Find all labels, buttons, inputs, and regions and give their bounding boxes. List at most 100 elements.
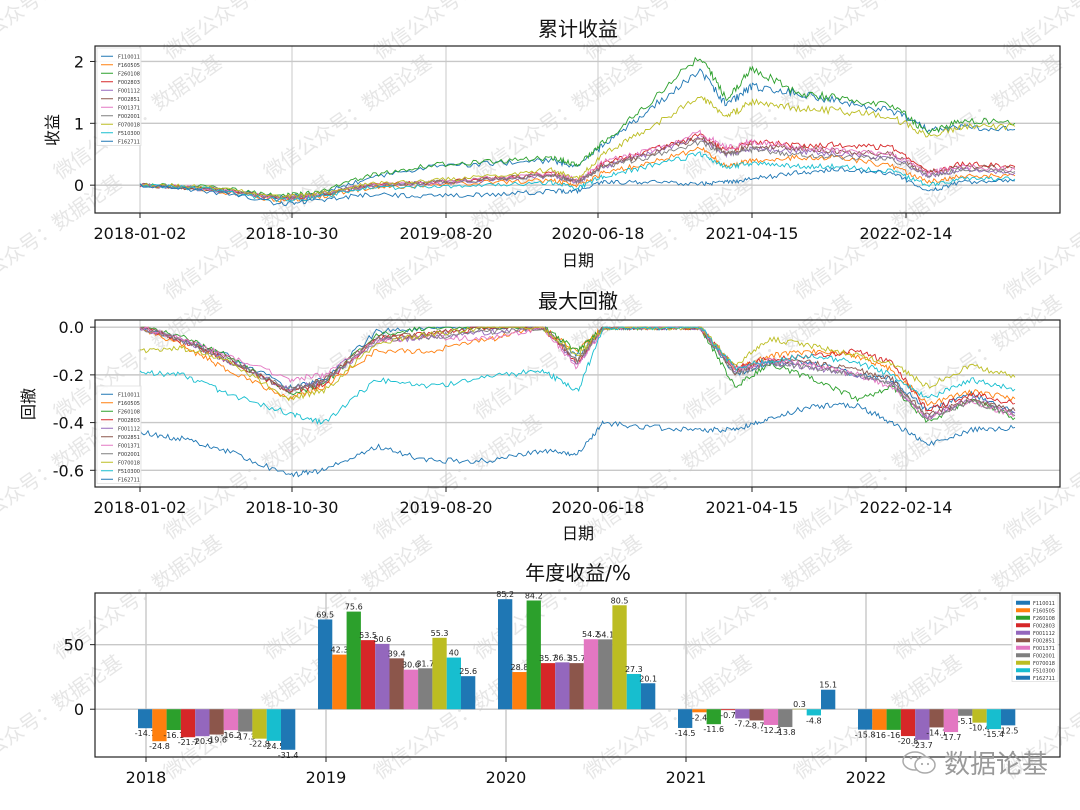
y-tick-label: -0.4 [53,414,84,433]
bar-value-label: -31.4 [278,751,299,760]
series-line-F070018 [139,96,1016,201]
bar-value-label: 50.6 [373,635,391,644]
bar-F002001-2021 [778,709,793,728]
svg-text:微信公众号：数据论基: 微信公众号：数据论基 [159,410,337,544]
legend-item: F002001 [1033,653,1055,659]
series-line-F002001 [139,139,1016,201]
bar-F510300-2022 [986,709,1001,730]
y-axis: 0.0 -0.2 -0.4 -0.6 [53,318,95,480]
bar-F510300-2018 [266,709,281,741]
legend-item: F110011 [118,392,140,398]
legend-item: F260108 [118,71,140,77]
legend-item: F162711 [118,477,140,483]
bar-value-label: 25.6 [459,667,477,676]
y-tick-label: 0 [74,176,84,195]
y-axis: 0 50 [64,636,95,719]
bar-F001371-2019 [403,669,419,710]
svg-text:微信公众号：数据论基: 微信公众号：数据论基 [469,50,647,184]
bar-value-label: -15.8 [855,731,876,740]
bar-F002803-2018 [180,709,196,738]
bar-F160505-2022 [872,709,887,730]
x-tick-label: 2018-10-30 [246,224,339,243]
gridlines [95,320,1060,487]
bar-value-label: -23.7 [912,741,933,750]
bar-value-label: -10.4 [969,724,990,733]
x-tick-label: 2019 [306,768,347,787]
bar-F260108-2022 [886,709,901,730]
bar-F001112-2020 [555,662,570,710]
y-tick-label: 50 [64,636,84,655]
bar-value-label: -0.7 [720,711,736,720]
x-tick-label: 2020 [486,768,527,787]
bar-value-label: 40 [449,649,459,658]
legend: F110011F160505F260108F002803F001112F0028… [1011,594,1059,682]
bar-F510300-2019 [446,657,461,710]
bar-F260108-2020 [526,600,541,710]
legend-item: F070018 [118,460,140,466]
legend-item: F002803 [118,418,140,424]
legend-item: F110011 [118,54,140,60]
bar-F070018-2018 [252,709,267,739]
bar-value-label: -20.8 [898,737,919,746]
bar-F160505-2019 [332,654,347,710]
bar-F002803-2022 [900,709,916,737]
bar-value-label: -16.2 [221,731,242,740]
bar-F002851-2019 [389,658,404,710]
x-axis-label: 日期 [562,251,594,270]
chart-title: 年度收益/% [525,561,631,585]
bar-value-label: -24.5 [263,742,284,751]
bar-value-label: -11.6 [703,725,724,734]
bar-F002001-2020 [598,639,613,710]
bar-value-label: -13.8 [775,728,796,737]
bar-value-label: -17.3 [235,733,256,742]
x-axis: 2018-01-02 2018-10-30 2019-08-20 2020-06-18… [94,213,952,243]
bar-value-label: 54.2 [582,630,600,639]
legend: F110011F160505F260108F002803F001112F0028… [96,385,142,484]
svg-text:微信公众号：数据论基: 微信公众号：数据论基 [259,50,437,184]
bar-value-label: -20.9 [192,737,213,746]
bar-value-label: 0.3 [793,700,806,709]
x-tick-label: 2020-06-18 [552,224,645,243]
bar-F070018-2019 [432,637,447,710]
y-tick-label: 1 [74,114,84,133]
x-axis: 2018-01-02 2018-10-30 2019-08-20 2020-06-18… [94,487,953,517]
svg-text:微信公众号：数据论基: 微信公众号：数据论基 [0,650,127,784]
legend-item: F001371 [1033,646,1055,652]
legend-item: F510300 [1033,668,1055,674]
series-lines [139,326,1016,478]
bar-F260108-2019 [346,611,361,710]
legend-item: F162711 [118,139,140,145]
svg-text:微信公众号：数据论基: 微信公众号：数据论基 [369,410,547,544]
bar-F162711-2021 [821,689,836,710]
svg-text:微信公众号：数据论基: 微信公众号：数据论基 [159,0,337,64]
legend-item: F260108 [1033,616,1055,622]
series-line-F260108 [139,56,1016,198]
y-tick-label: 0 [74,700,84,719]
bar-F110011-2022 [858,709,873,730]
legend-item: F001112 [118,88,140,94]
bar-value-label: 54.1 [596,630,614,639]
series-line-F162711 [139,167,1015,207]
bar-value-label: 42.3 [331,646,349,655]
bar-value-label: -16 [887,731,900,740]
bar-value-label: -4.8 [806,716,822,725]
x-axis-label: 日期 [562,524,594,543]
bar-F110011-2019 [318,619,333,710]
legend: F110011F160505F260108F002803F001112F0028… [96,47,142,146]
annual-return-chart: 年度收益/% -14.7 69.5 85.2 -14.5 -15.8 -24.8 42.3 2… [64,561,1061,787]
legend-item: F070018 [118,122,140,128]
x-tick-label: 2022-02-14 [860,498,953,517]
bar-value-label: 36.3 [553,653,571,662]
bar-value-label: -2.4 [692,713,708,722]
legend-item: F070018 [1033,661,1055,667]
legend-item: F002803 [118,80,140,86]
bar-value-label: 53.5 [359,631,377,640]
bar-F001112-2019 [375,643,390,710]
x-tick-label: 2019-08-20 [400,498,493,517]
bar-value-label: 30.6 [402,661,420,670]
bar-value-label: -21.7 [178,738,199,747]
bar-F162711-2018 [281,709,296,750]
legend-item: F160505 [118,401,140,407]
bar-F001112-2021 [735,709,750,719]
bar-F160505-2021 [692,709,707,713]
